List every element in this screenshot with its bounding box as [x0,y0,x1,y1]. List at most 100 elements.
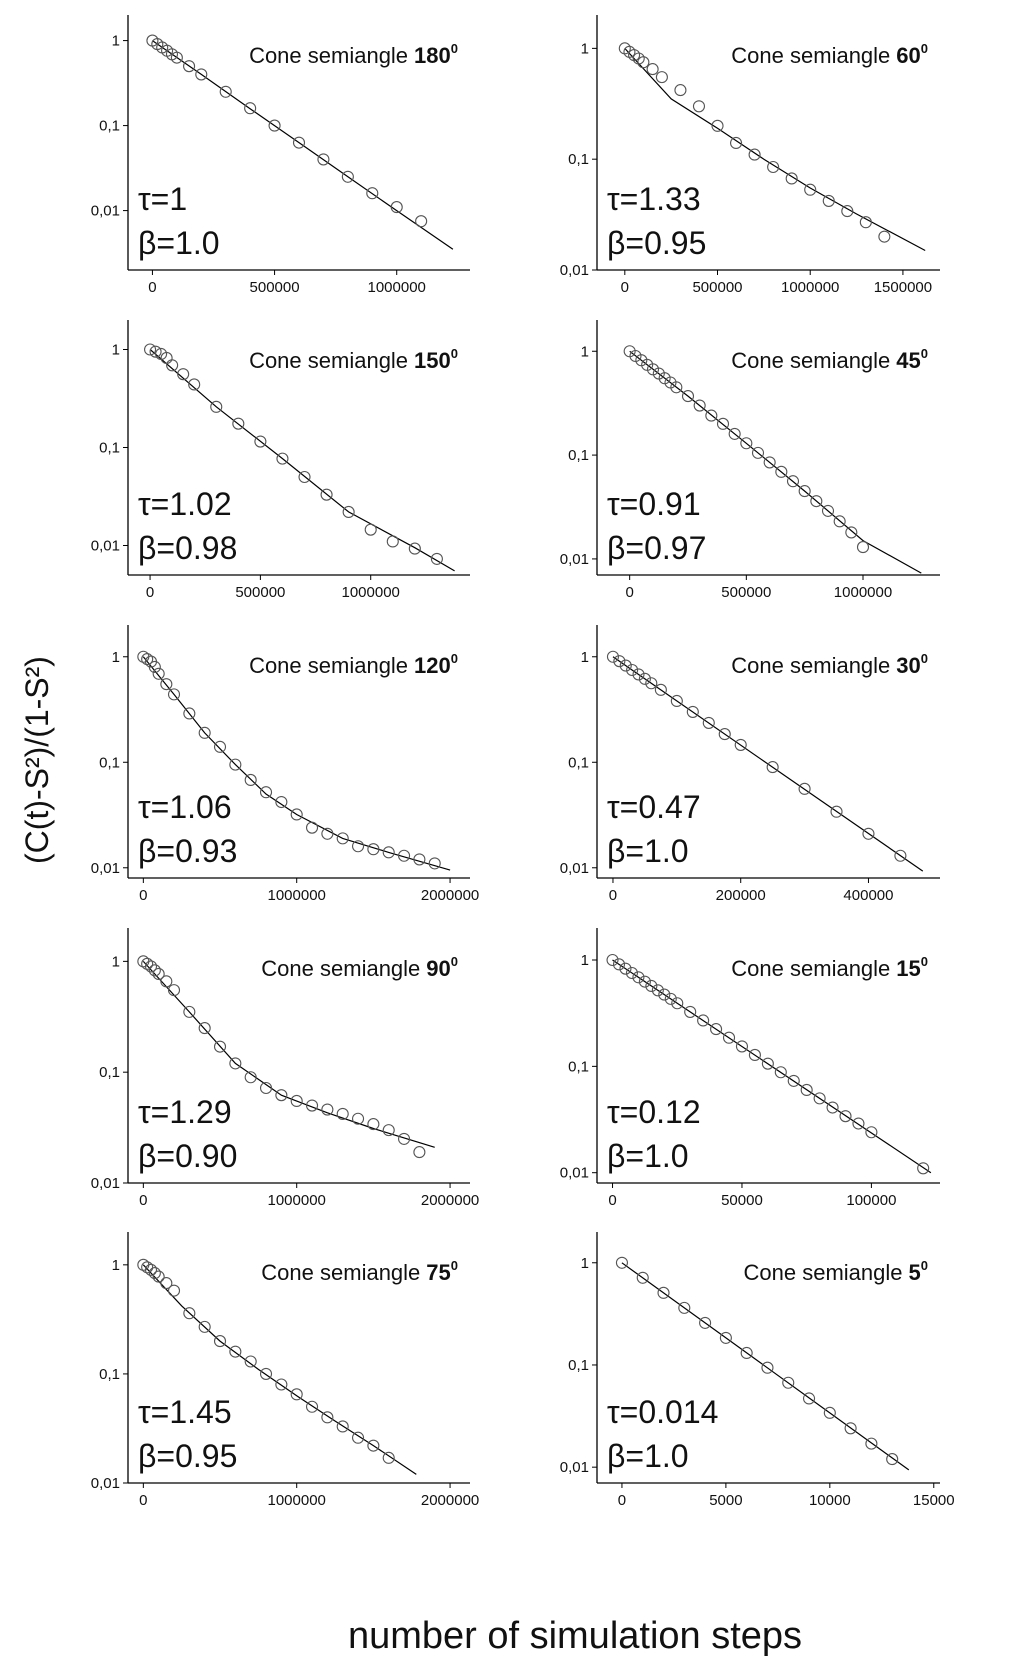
x-tick-label: 0 [139,1192,147,1209]
data-point [697,1014,710,1027]
title-text: Cone semiangle [731,348,890,373]
data-point [188,378,201,391]
data-point [865,1126,878,1139]
data-point [856,541,870,554]
data-point [144,343,157,356]
data-point [740,437,753,450]
panel-title: Cone semiangle 1200 [249,651,458,678]
fit-parameter: τ=1.02 [138,486,232,522]
data-point [821,504,835,517]
data-point [766,761,779,774]
data-point [748,1048,761,1062]
data-point [367,843,380,856]
data-point [382,1451,395,1464]
y-tick-label: 0,01 [91,1175,120,1192]
title-angle: 60 [896,43,920,68]
data-point [398,1132,411,1145]
panel-title: Cone semiangle 750 [261,1258,458,1285]
x-tick-label: 500000 [692,279,742,296]
y-tick-label: 0,01 [91,537,120,554]
x-axis-label: number of simulation steps [348,1615,802,1657]
y-tick-label: 1 [581,343,589,360]
data-point [232,417,245,430]
data-point [823,1406,836,1419]
x-tick-label: 0 [148,279,156,296]
data-point [398,849,411,862]
x-tick-label: 1000000 [368,279,426,296]
title-text: Cone semiangle [261,1260,420,1285]
x-tick-label: 2000000 [421,1492,479,1509]
data-point [785,172,798,185]
data-point [244,773,257,786]
data-point [606,650,620,663]
data-point [686,705,699,718]
data-point [632,971,645,984]
data-point [664,992,677,1005]
data-point [711,119,724,132]
x-tick-label: 1000000 [267,887,325,904]
data-point [670,694,683,708]
data-point [351,1112,365,1125]
data-point [678,1301,691,1314]
data-point [364,523,377,536]
x-tick-label: 100000 [846,1192,896,1209]
panel-title: Cone semiangle 50 [744,1258,928,1285]
data-point [229,1345,242,1358]
data-point [275,1089,288,1102]
data-point [718,728,731,741]
data-point [645,979,658,993]
data-point [693,399,706,412]
data-point [626,663,639,677]
data-point [430,552,443,565]
title-angle: 5 [909,1260,921,1285]
y-tick-label: 1 [581,40,589,57]
data-point [638,672,651,685]
x-tick-label: 1000000 [834,584,892,601]
data-point [657,1286,670,1299]
y-tick-label: 0,1 [99,440,120,457]
data-point [160,975,173,988]
y-tick-label: 0,1 [568,754,589,771]
fit-line [142,960,435,1148]
data-point [625,966,638,980]
y-tick-label: 1 [581,649,589,666]
data-point [219,85,232,98]
data-point [637,56,650,69]
data-point [198,1022,211,1035]
data-point [852,1117,865,1130]
data-point [865,1437,878,1450]
title-angle: 30 [896,653,920,678]
x-tick-label: 50000 [721,1192,763,1209]
data-point [740,1346,753,1360]
data-point [798,782,811,795]
x-tick-label: 1000000 [267,1492,325,1509]
data-point [183,60,196,73]
data-point [170,51,183,64]
data-point [619,659,632,672]
data-point [841,205,854,218]
data-point [671,997,684,1010]
fit-parameter: τ=1 [138,181,187,217]
data-point [141,653,154,666]
y-tick-label: 1 [581,1255,589,1272]
data-point [382,1124,395,1137]
y-tick-label: 0,01 [560,1459,589,1476]
data-point [210,400,223,413]
data-point [428,857,441,870]
data-point [787,1074,800,1087]
data-point [167,984,181,997]
data-point [149,345,162,358]
title-text: Cone semiangle [731,43,890,68]
data-point [336,832,349,845]
fit-line [142,656,451,871]
data-point [244,1071,257,1084]
data-point [198,726,211,739]
data-point [638,975,651,988]
data-point [730,136,743,150]
x-tick-label: 500000 [250,279,300,296]
data-point [276,452,289,465]
data-point [692,100,706,113]
data-point [292,136,306,149]
